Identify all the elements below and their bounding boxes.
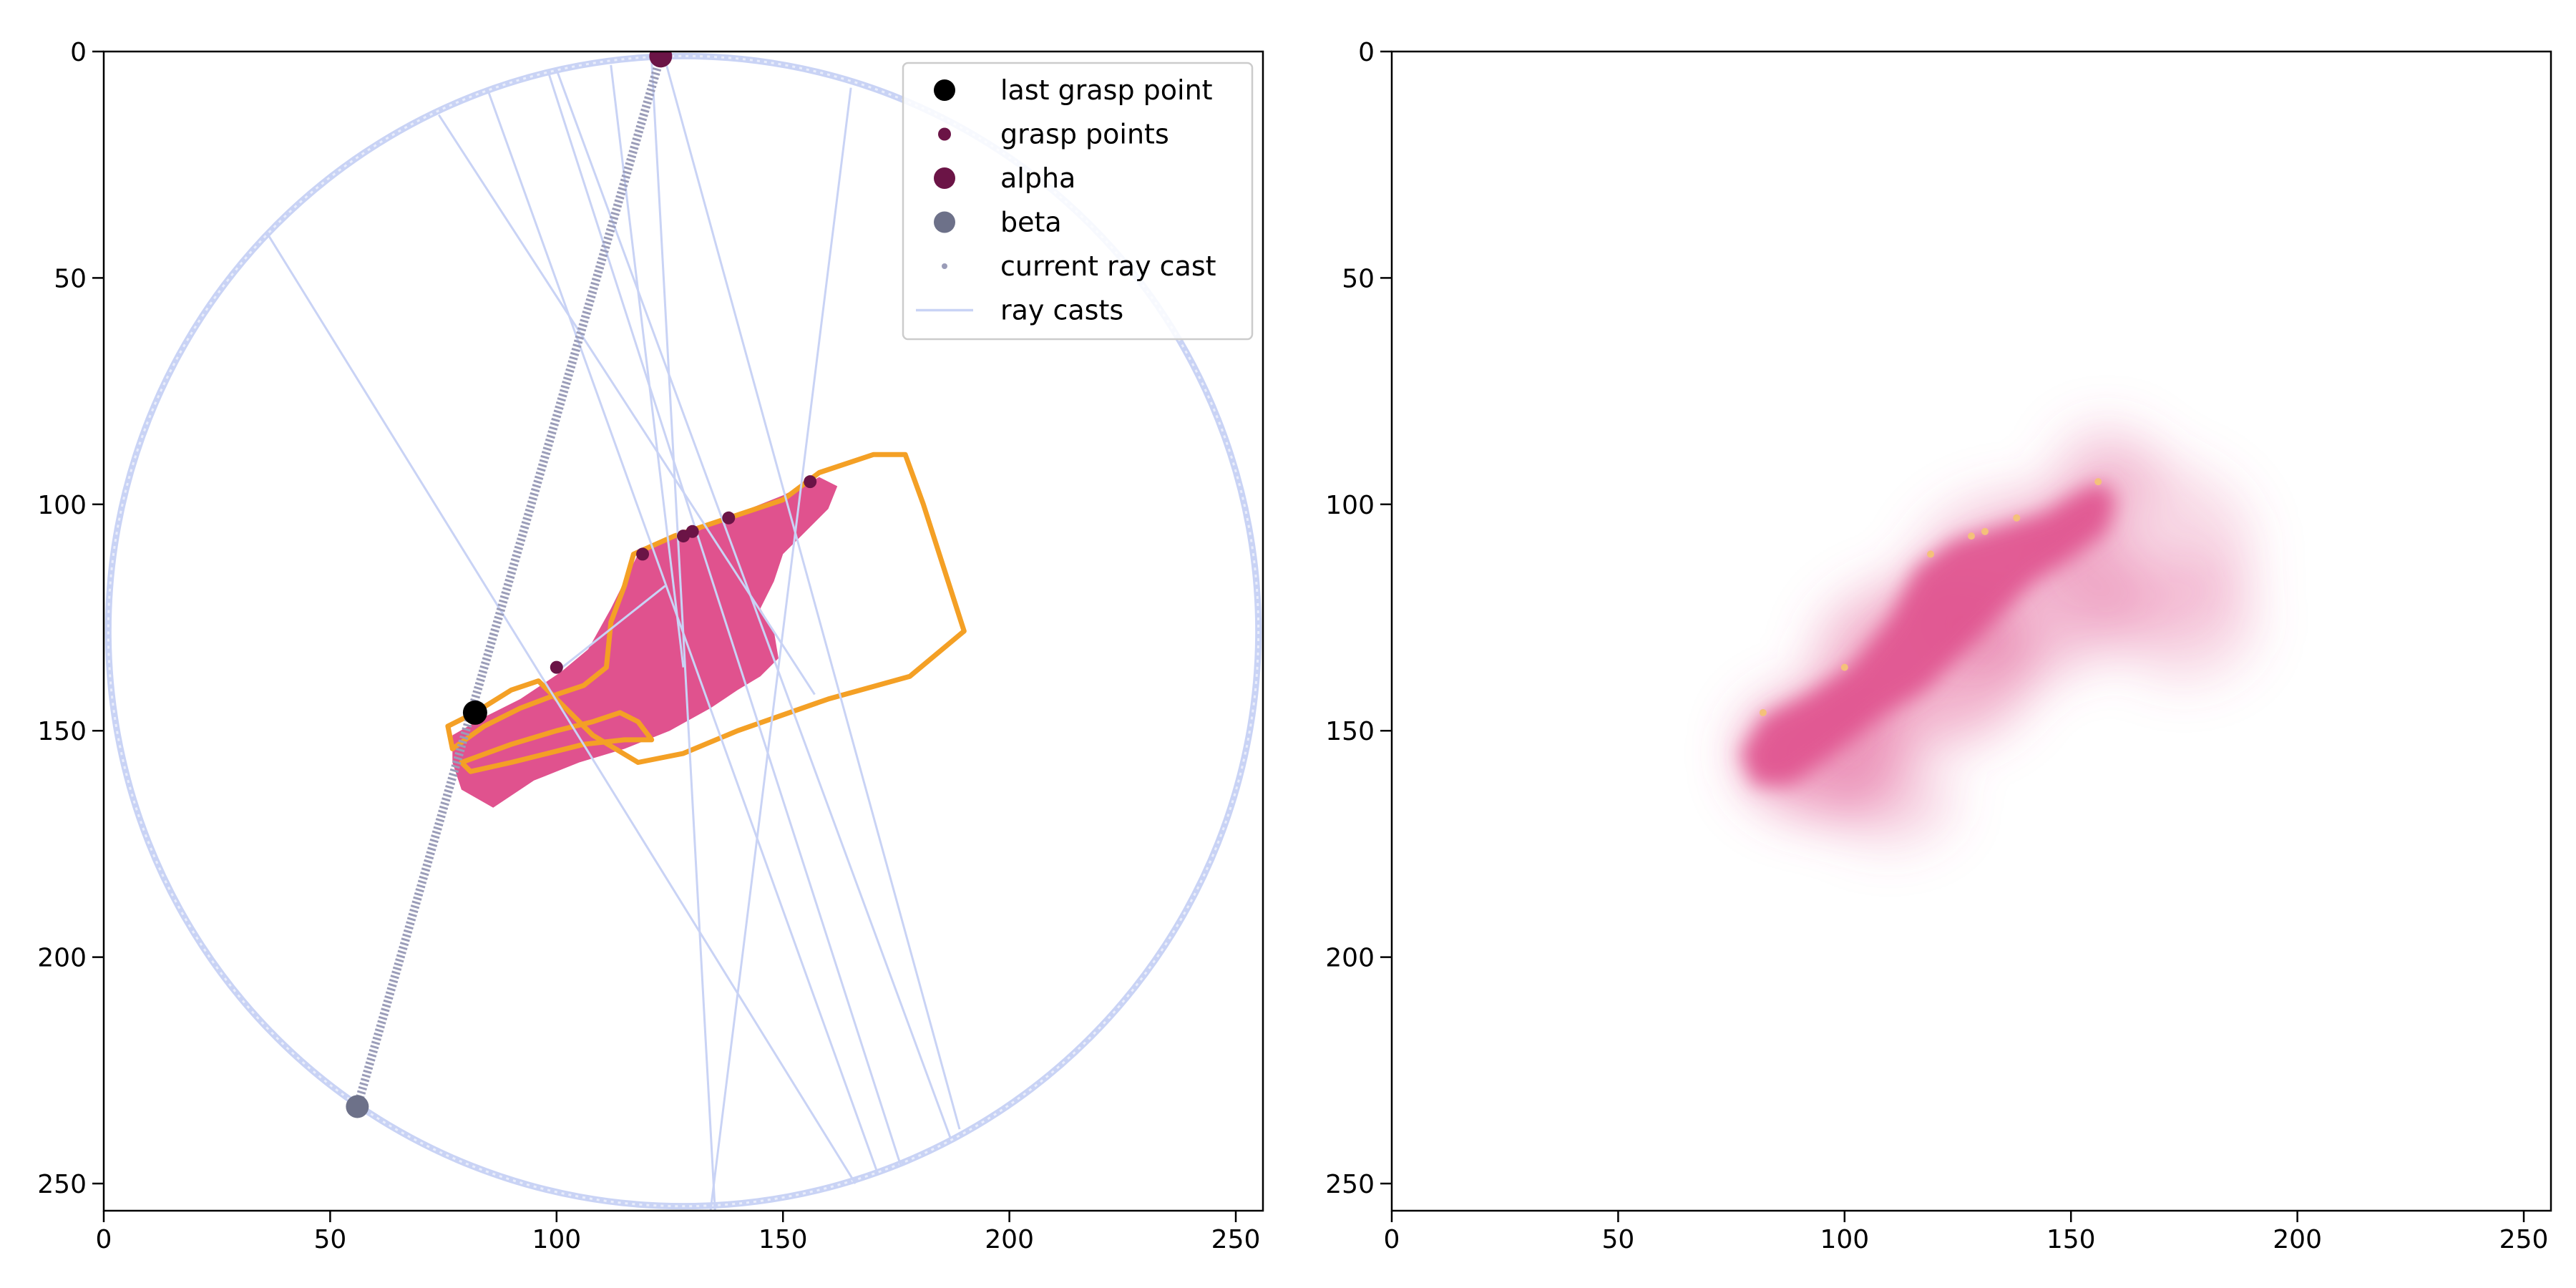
right-axes-frame xyxy=(1390,50,2552,1212)
x-tick-label: 200 xyxy=(985,1225,1034,1254)
x-tick-label: 100 xyxy=(532,1225,581,1254)
y-tick-label: 200 xyxy=(1325,944,1375,973)
legend-marker xyxy=(934,167,955,189)
y-tick-label: 100 xyxy=(37,491,87,520)
y-tick-label: 0 xyxy=(1358,38,1375,67)
x-tick-label: 0 xyxy=(96,1225,112,1254)
right-plot-area xyxy=(1740,427,2257,844)
y-tick-label: 150 xyxy=(1325,717,1375,746)
x-tick-label: 0 xyxy=(1384,1225,1400,1254)
grasp-point-marker xyxy=(1968,532,1975,540)
grasp-point xyxy=(636,547,650,561)
legend-label: last grasp point xyxy=(1000,74,1213,106)
legend-marker xyxy=(938,127,951,141)
y-tick-label: 50 xyxy=(1342,264,1375,293)
grasp-point xyxy=(686,525,699,538)
probability-blob xyxy=(1826,753,1953,844)
x-tick-label: 150 xyxy=(758,1225,808,1254)
grasp-point-marker xyxy=(1927,550,1935,558)
x-tick-label: 250 xyxy=(2499,1225,2549,1254)
alpha-point xyxy=(649,52,673,68)
legend-marker xyxy=(934,79,955,101)
y-tick-label: 0 xyxy=(70,38,87,67)
ray-cast-line xyxy=(664,60,961,1130)
y-tick-label: 250 xyxy=(1325,1170,1375,1199)
x-tick-label: 50 xyxy=(314,1225,347,1254)
y-tick-label: 100 xyxy=(1325,491,1375,520)
left-axes-frame xyxy=(102,50,1264,1212)
grasp-point-marker xyxy=(1840,663,1848,671)
grasp-point xyxy=(722,511,736,525)
legend-label: alpha xyxy=(1000,162,1075,194)
grasp-point-marker xyxy=(2013,514,2021,522)
y-tick-label: 50 xyxy=(54,264,87,293)
ray-cast-line xyxy=(650,60,716,1211)
left-chart-panel: 0 50 100 150 200 250 0 50 100 150 200 250 last gras… xyxy=(37,38,1264,1254)
probability-core xyxy=(1740,482,2117,786)
object-outline xyxy=(445,452,967,765)
ray-cast-line xyxy=(555,585,666,673)
left-axis-ticks: 0 50 100 150 200 250 0 50 100 150 200 250 xyxy=(37,38,1260,1254)
left-legend: last grasp point grasp points alpha beta cur… xyxy=(902,62,1254,341)
y-tick-label: 250 xyxy=(37,1170,87,1199)
grasp-point-marker xyxy=(1759,708,1767,716)
x-tick-label: 200 xyxy=(2273,1225,2322,1254)
beta-point xyxy=(346,1095,369,1118)
current-ray-cast xyxy=(353,54,665,1108)
object-outline-inner xyxy=(459,710,655,774)
x-tick-label: 100 xyxy=(1820,1225,1869,1254)
legend-box xyxy=(902,62,1254,341)
legend-marker xyxy=(942,263,947,269)
last-grasp-point xyxy=(462,700,487,725)
legend-label: current ray cast xyxy=(1000,250,1216,282)
object-mask xyxy=(452,477,838,808)
ray-cast-line xyxy=(610,64,685,668)
grasp-point-marker xyxy=(2094,478,2102,486)
boundary-circle-texture xyxy=(107,54,1260,1208)
probability-haze xyxy=(1740,427,2257,844)
y-tick-label: 200 xyxy=(37,944,87,973)
ray-cast-line xyxy=(265,232,857,1184)
grasp-point-marker xyxy=(1981,527,1989,535)
ray-cast-line xyxy=(555,69,952,1139)
probability-blob xyxy=(2112,554,2257,681)
ray-cast-line xyxy=(546,69,902,1166)
ray-cast-line xyxy=(709,87,852,1211)
x-tick-label: 50 xyxy=(1602,1225,1635,1254)
left-plot-area xyxy=(104,52,1262,1211)
right-chart-panel: 0 50 100 150 200 250 0 50 100 150 200 250 xyxy=(1325,38,2552,1254)
x-tick-label: 250 xyxy=(1211,1225,1261,1254)
y-tick-label: 150 xyxy=(37,717,87,746)
right-axis-ticks: 0 50 100 150 200 250 0 50 100 150 200 250 xyxy=(1325,38,2548,1254)
grasp-point xyxy=(804,475,817,489)
legend-label: ray casts xyxy=(1000,295,1123,326)
legend-marker xyxy=(934,211,955,233)
grasp-point xyxy=(550,660,563,674)
x-tick-label: 150 xyxy=(2046,1225,2096,1254)
legend-label: beta xyxy=(1000,207,1062,238)
legend-label: grasp points xyxy=(1000,119,1169,150)
